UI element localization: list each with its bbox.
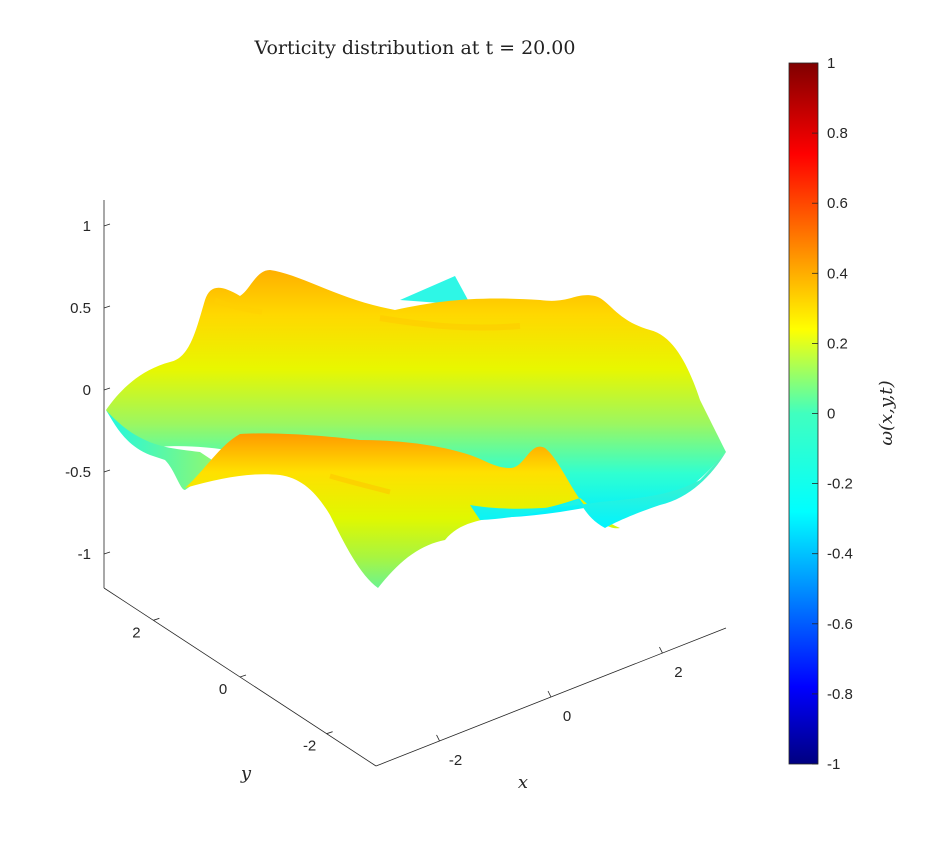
colorbar-label: ω(x,y,t) <box>876 380 897 445</box>
z-tick-mark <box>103 469 111 473</box>
colorbar-tick-label: 0.6 <box>827 195 848 212</box>
z-tick-mark <box>103 223 111 227</box>
colorbar-tick-label: 0.2 <box>827 335 848 352</box>
colorbar-tick-label: -0.4 <box>827 546 853 563</box>
z-tick-label: -1 <box>78 546 91 563</box>
y-tick-label: 2 <box>132 624 140 641</box>
z-tick-mark <box>103 551 111 555</box>
colorbar-tick-label: 0.8 <box>827 125 848 142</box>
colorbar-tick-label: -0.6 <box>827 616 853 633</box>
x-axis-label: x <box>518 772 528 793</box>
colorbar-tick-label: -0.8 <box>827 686 853 703</box>
y-tick-mark <box>239 674 247 678</box>
y-axis-label: y <box>240 763 252 784</box>
z-tick-mark <box>103 305 111 309</box>
surface-underside <box>470 452 726 528</box>
x-tick-mark <box>436 734 440 742</box>
z-axis: -1 -0.5 0 0.5 1 <box>65 200 111 588</box>
surface-streak-2 <box>329 473 391 495</box>
z-tick-mark <box>103 387 111 391</box>
z-tick-label: 0.5 <box>70 300 91 317</box>
colorbar-tick-label: 0.4 <box>827 265 848 282</box>
y-axis: -2 0 2 y <box>103 587 377 784</box>
colorbar-tick-label: -1 <box>827 756 840 773</box>
surface-streak-3 <box>214 297 263 315</box>
z-tick-label: 0 <box>83 382 91 399</box>
z-tick-label: -0.5 <box>65 464 91 481</box>
chart-title: Vorticity distribution at t = 20.00 <box>254 37 576 59</box>
vorticity-surface <box>106 270 726 588</box>
x-tick-mark <box>547 690 552 698</box>
z-tick-label: 1 <box>83 218 91 235</box>
colorbar-tick-label: -0.2 <box>827 476 853 493</box>
x-tick-label: 0 <box>563 708 571 725</box>
colorbar: -1 -0.8 -0.6 -0.4 -0.2 0 0.2 0.4 0.6 0.8 1 ω(x,y,t… <box>788 55 897 773</box>
x-axis: -2 0 2 x <box>375 627 727 793</box>
surface-left-edge <box>106 410 215 490</box>
x-tick-mark <box>659 646 663 654</box>
y-tick-label: -2 <box>303 738 316 755</box>
surface-streak-1 <box>379 315 521 331</box>
y-tick-label: 0 <box>219 681 227 698</box>
y-tick-mark <box>153 617 160 621</box>
colorbar-tick-label: 1 <box>827 55 835 72</box>
colorbar-tick-label: 0 <box>827 406 835 423</box>
surface-front-ridge <box>185 433 620 588</box>
x-tick-label: 2 <box>674 664 682 681</box>
y-tick-mark <box>326 731 333 735</box>
x-tick-label: -2 <box>449 752 462 769</box>
